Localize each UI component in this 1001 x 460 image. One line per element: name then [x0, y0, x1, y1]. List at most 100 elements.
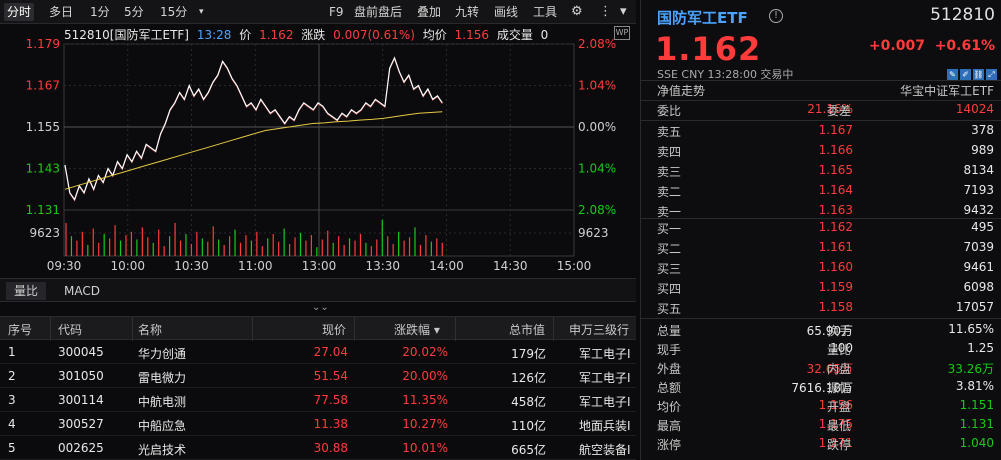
- bid-level[interactable]: 买二 1.161 7039: [641, 238, 1001, 258]
- stat-label: 跌停: [827, 438, 852, 452]
- y-tick-label-left: 1.179: [26, 37, 60, 51]
- wp-icon[interactable]: WP: [614, 26, 630, 40]
- cell-code: 300527: [58, 417, 104, 431]
- bid-label: 买二: [657, 242, 682, 256]
- bid-label: 买一: [657, 222, 682, 236]
- edit-icon[interactable]: ✎: [947, 69, 958, 80]
- bid-volume: 7039: [963, 240, 994, 254]
- ask-price: 1.165: [818, 163, 853, 177]
- table-row[interactable]: 4 300527 中船应急 11.38 10.27% 110亿 地面兵装I: [0, 412, 636, 436]
- x-tick-label: 10:30: [174, 259, 209, 273]
- expand-icon[interactable]: ⤢: [986, 69, 997, 80]
- stat-label: 内盘: [827, 362, 852, 376]
- weicha-value: 14024: [955, 102, 994, 116]
- more-vertical-icon[interactable]: ⋮: [599, 4, 612, 19]
- draw-line-button[interactable]: 画线: [494, 5, 519, 19]
- cell-index: 3: [8, 393, 16, 407]
- col-header-index[interactable]: 序号: [8, 323, 33, 337]
- cell-market-cap: 458亿: [511, 395, 546, 409]
- cell-price: 51.54: [313, 369, 348, 383]
- table-row[interactable]: 3 300114 中航电测 77.58 11.35% 458亿 军工电子I: [0, 388, 636, 412]
- pen-icon[interactable]: ✐: [960, 69, 971, 80]
- overlay-button[interactable]: 叠加: [417, 5, 442, 19]
- ask-label: 卖二: [657, 185, 682, 199]
- bid-level[interactable]: 买五 1.158 17057: [641, 298, 1001, 318]
- tab-volume-ratio[interactable]: 量比: [6, 282, 47, 300]
- ask-level[interactable]: 卖三 1.165 8134: [641, 161, 1001, 181]
- table-row[interactable]: 2 301050 雷电微力 51.54 20.00% 126亿 军工电子I: [0, 364, 636, 388]
- col-header-change-pct[interactable]: 涨跌幅 ▾: [394, 323, 440, 337]
- col-header-name[interactable]: 名称: [138, 323, 163, 337]
- cell-name: 中航电测: [138, 395, 187, 409]
- gear-icon[interactable]: ⚙: [571, 4, 583, 19]
- nav-label[interactable]: 净值走势: [657, 84, 706, 98]
- stat-value: 33.26万: [947, 362, 994, 376]
- col-header-industry[interactable]: 申万三级行: [569, 323, 630, 337]
- col-header-market-cap[interactable]: 总市值: [509, 323, 546, 337]
- table-row[interactable]: 1 300045 华力创通 27.04 20.02% 179亿 军工电子I: [0, 340, 636, 364]
- tab-macd[interactable]: MACD: [64, 284, 100, 298]
- bid-price: 1.159: [818, 280, 853, 294]
- bid-level[interactable]: 买三 1.160 9461: [641, 258, 1001, 278]
- intraday-chart[interactable]: 512810[国防军工ETF] 13:28 价 1.162 涨跌 0.007(0…: [0, 24, 636, 274]
- stat-value: 65.90万: [806, 324, 853, 338]
- ask-level[interactable]: 卖二 1.164 7193: [641, 181, 1001, 201]
- stat-value: 1.151: [959, 398, 994, 412]
- ask-level[interactable]: 卖一 1.163 9432: [641, 201, 1001, 221]
- stat-value: 1.131: [959, 417, 994, 431]
- stat-label: 涨停: [657, 438, 682, 452]
- chart-volume: 0: [540, 28, 549, 42]
- volume-tick-right: 9623: [578, 226, 609, 240]
- bid-level[interactable]: 买四 1.159 6098: [641, 278, 1001, 298]
- price-change: +0.007 +0.61%: [869, 38, 995, 54]
- period-dropdown-icon[interactable]: ▾: [199, 7, 204, 17]
- tools-button[interactable]: 工具: [533, 5, 558, 19]
- col-header-code[interactable]: 代码: [58, 323, 83, 337]
- x-tick-label: 13:30: [365, 259, 400, 273]
- y-tick-label-right: 0.00%: [578, 120, 616, 134]
- stat-label: 总额: [657, 381, 682, 395]
- tab-15min[interactable]: 15分: [160, 5, 188, 19]
- security-name[interactable]: 国防军工ETF: [657, 9, 748, 27]
- col-header-price[interactable]: 现价: [322, 323, 347, 337]
- tab-intraday[interactable]: 分时: [4, 3, 35, 21]
- link-icon[interactable]: ⛓: [973, 69, 984, 80]
- f9-button[interactable]: F9: [329, 5, 344, 19]
- ask-level[interactable]: 卖四 1.166 989: [641, 141, 1001, 161]
- bid-level[interactable]: 买一 1.162 495: [641, 218, 1001, 238]
- cell-market-cap: 110亿: [511, 419, 546, 433]
- nine-turn-button[interactable]: 九转: [455, 5, 480, 19]
- stat-row: 均价 1.156 开盘 1.151: [641, 396, 1001, 416]
- ask-label: 卖一: [657, 205, 682, 219]
- constituents-table: 序号 代码 名称 现价 涨跌幅 ▾ 总市值 申万三级行 1 300045 华力创通 2…: [0, 316, 636, 460]
- cell-industry: 地面兵装I: [579, 419, 631, 433]
- ask-volume: 8134: [963, 163, 994, 177]
- indicator-tabs: 量比 MACD: [0, 278, 636, 302]
- info-icon[interactable]: !: [769, 9, 783, 23]
- cell-change-pct: 11.35%: [402, 393, 448, 407]
- x-tick-label: 15:00: [557, 259, 592, 273]
- tab-multiday[interactable]: 多日: [49, 5, 74, 19]
- dropdown-icon[interactable]: ▾: [620, 4, 627, 19]
- stat-value: 1.156: [818, 398, 853, 412]
- ask-volume: 989: [971, 143, 994, 157]
- ask-level[interactable]: 卖五 1.167 378: [641, 121, 1001, 141]
- tab-1min[interactable]: 1分: [90, 5, 110, 19]
- chart-security-name: 512810[国防军工ETF]: [64, 28, 189, 42]
- table-row[interactable]: 5 002625 光启技术 30.88 10.01% 665亿 航空装备I: [0, 436, 636, 460]
- ask-volume: 9432: [963, 203, 994, 217]
- y-tick-label-left: 1.155: [26, 120, 60, 134]
- cell-name: 雷电微力: [138, 371, 187, 385]
- stat-label: 外盘: [657, 362, 682, 376]
- pre-post-market-button[interactable]: 盘前盘后: [354, 5, 403, 19]
- chart-infobar: 512810[国防军工ETF] 13:28 价 1.162 涨跌 0.007(0…: [64, 26, 552, 42]
- collapse-chevron-icon[interactable]: ⌄⌄: [312, 302, 329, 313]
- market-meta: SSE CNY 13:28:00 交易中: [657, 68, 794, 81]
- nav-row[interactable]: 净值走势 华宝中证军工ETF: [641, 80, 1001, 100]
- weibi-value: 21.16%: [807, 102, 853, 116]
- cell-index: 2: [8, 369, 16, 383]
- bid-label: 买五: [657, 302, 682, 316]
- tab-5min[interactable]: 5分: [124, 5, 144, 19]
- bid-label: 买四: [657, 282, 682, 296]
- ask-volume: 378: [971, 123, 994, 137]
